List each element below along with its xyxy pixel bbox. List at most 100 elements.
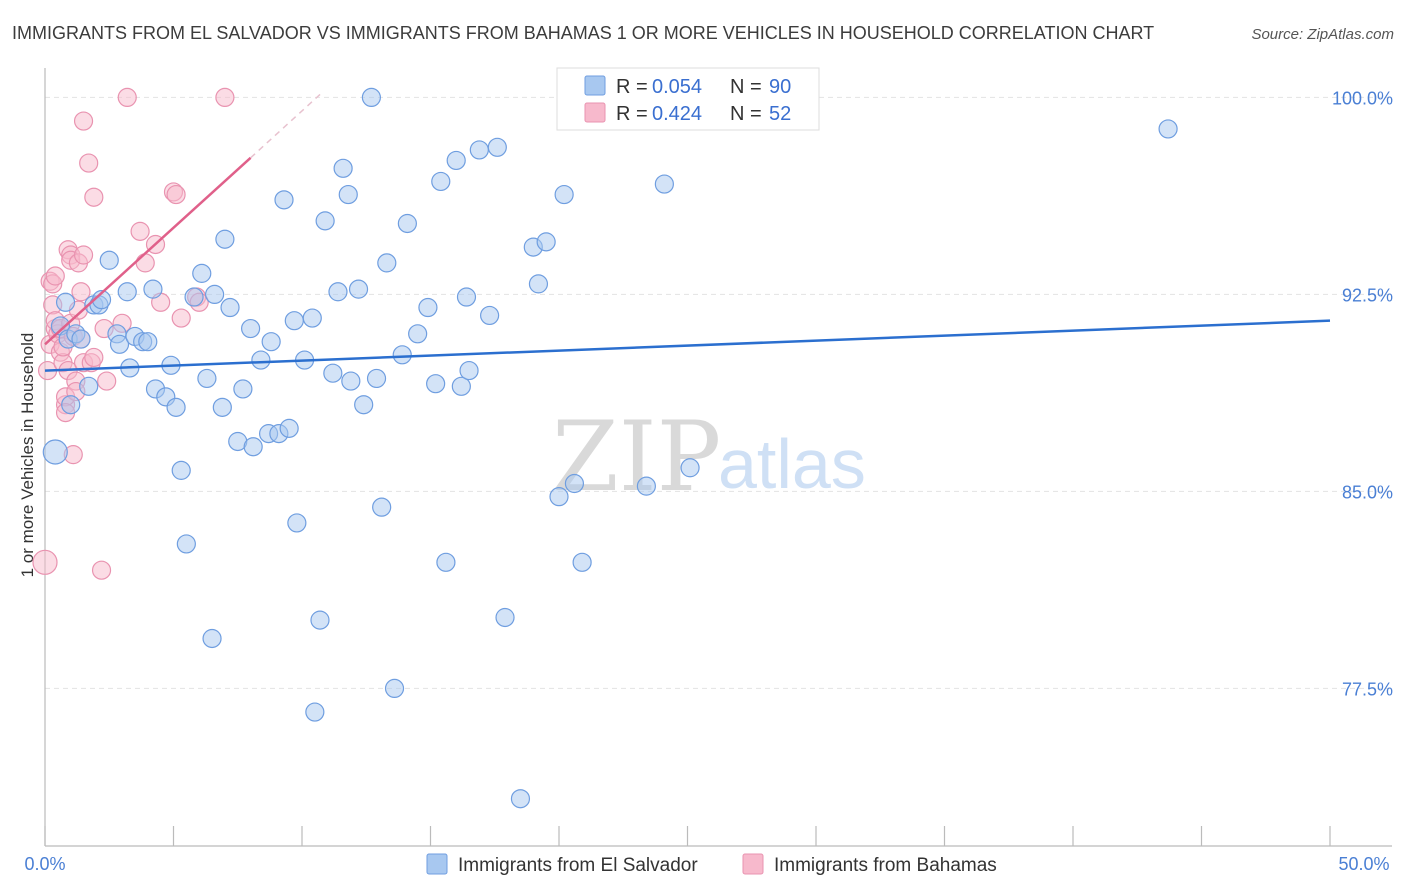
bahamas-point-36 — [84, 187, 104, 207]
el-salvador-point-73 — [459, 360, 479, 381]
el-salvador-point-27 — [192, 263, 212, 283]
el-salvador-point-11 — [99, 250, 119, 270]
el-salvador-point-51 — [323, 363, 343, 383]
chart-title: IMMIGRANTS FROM EL SALVADOR VS IMMIGRANT… — [12, 23, 1154, 43]
el-salvador-point-35 — [233, 379, 253, 399]
el-salvador-point-42 — [274, 190, 294, 210]
el-salvador-point-60 — [372, 497, 392, 517]
axes — [44, 68, 1392, 847]
bahamas-point-48 — [171, 308, 191, 328]
legend-r-label-1: R = — [616, 76, 648, 98]
trend-line-bahamas — [44, 156, 252, 346]
el-salvador-point-40 — [261, 332, 281, 352]
el-salvador-point-59 — [366, 368, 387, 389]
bahamas-point-39 — [97, 371, 117, 391]
legend-r-value-1: 0.054 — [652, 76, 702, 98]
legend-r-value-2: 0.424 — [652, 103, 702, 125]
el-salvador-point-88 — [680, 458, 700, 478]
legend-n-value-1: 90 — [769, 76, 791, 98]
bottom-legend-swatch-el-salvador — [426, 853, 448, 875]
el-salvador-point-61 — [377, 253, 397, 273]
el-salvador-point-0 — [42, 439, 68, 465]
top-legend: R = 0.054 N = 90 R = 0.424 N = 52 — [556, 67, 820, 131]
el-salvador-point-72 — [456, 287, 477, 307]
bottom-legend-label-el-salvador: Immigrants from El Salvador — [458, 855, 698, 876]
el-salvador-point-64 — [397, 213, 417, 234]
el-salvador-point-71 — [451, 376, 471, 396]
el-salvador-point-32 — [215, 229, 235, 249]
el-salvador-point-2 — [55, 292, 76, 312]
el-salvador-point-30 — [205, 284, 225, 304]
el-salvador-point-31 — [212, 397, 232, 417]
bahamas-point-43 — [135, 253, 155, 273]
el-salvador-point-26 — [184, 287, 204, 307]
bahamas-point-37 — [91, 560, 112, 580]
bahamas-point-30 — [73, 111, 94, 131]
el-salvador-point-56 — [348, 279, 369, 299]
y-tick-label-0: 77.5% — [1342, 679, 1393, 699]
bahamas-point-35 — [84, 347, 104, 368]
x-tick-labels: 0.0% 50.0% — [24, 854, 1389, 874]
x-tick-label-0: 0.0% — [24, 854, 65, 874]
el-salvador-point-38 — [251, 350, 271, 370]
el-salvador-point-66 — [418, 297, 438, 318]
el-salvador-point-45 — [287, 513, 307, 533]
el-salvador-point-43 — [279, 418, 299, 438]
el-salvador-point-23 — [166, 397, 186, 417]
bottom-legend: Immigrants from El Salvador Immigrants f… — [426, 853, 997, 876]
el-salvador-point-87 — [654, 174, 674, 194]
el-salvador-point-19 — [143, 279, 163, 299]
el-salvador-point-78 — [510, 789, 531, 809]
el-salvador-point-13 — [109, 334, 130, 354]
legend-swatch-el-salvador — [584, 75, 606, 96]
el-salvador-point-44 — [284, 311, 304, 331]
legend-n-label-2: N = — [730, 103, 762, 125]
el-salvador-point-55 — [341, 371, 361, 391]
trend-lines — [44, 91, 1331, 372]
el-salvador-point-29 — [202, 628, 222, 649]
el-salvador-point-76 — [487, 137, 507, 157]
bahamas-point-33 — [79, 153, 99, 173]
y-axis-label: 1 or more Vehicles in Household — [18, 333, 37, 578]
el-salvador-point-37 — [243, 437, 263, 457]
bottom-legend-label-bahamas: Immigrants from Bahamas — [774, 855, 997, 876]
legend-n-value-2: 52 — [769, 103, 791, 125]
el-salvador-point-48 — [305, 702, 325, 722]
el-salvador-point-69 — [436, 552, 456, 572]
el-salvador-point-67 — [426, 374, 446, 394]
el-salvador-point-7 — [79, 376, 99, 396]
el-salvador-point-24 — [171, 460, 191, 480]
bottom-legend-swatch-bahamas — [742, 853, 764, 875]
watermark-atlas-text: atlas — [718, 425, 866, 503]
watermark: ZIP atlas — [552, 401, 866, 513]
legend-n-label-1: N = — [730, 76, 762, 98]
y-tick-labels: 77.5% 85.0% 92.5% 100.0% — [1332, 88, 1393, 699]
el-salvador-point-18 — [138, 332, 158, 352]
legend-swatch-bahamas — [584, 102, 606, 123]
bahamas-point-51 — [215, 87, 235, 108]
el-salvador-point-33 — [220, 297, 240, 318]
series-el-salvador-points — [42, 87, 1178, 809]
el-salvador-point-54 — [338, 184, 358, 205]
el-salvador-point-70 — [446, 150, 466, 171]
el-salvador-point-77 — [495, 607, 515, 628]
el-salvador-point-81 — [536, 232, 556, 252]
el-salvador-point-6 — [71, 329, 91, 349]
el-salvador-point-80 — [528, 274, 549, 294]
el-salvador-point-36 — [241, 318, 261, 339]
bahamas-point-0 — [32, 549, 58, 575]
el-salvador-point-57 — [354, 395, 374, 415]
el-salvador-point-68 — [431, 171, 451, 192]
legend-r-label-2: R = — [616, 103, 648, 125]
y-tick-label-3: 100.0% — [1332, 88, 1393, 108]
bahamas-point-8 — [45, 266, 65, 286]
el-salvador-point-62 — [384, 678, 405, 699]
el-salvador-point-49 — [310, 610, 330, 630]
el-salvador-point-28 — [197, 368, 217, 389]
el-salvador-point-63 — [392, 345, 412, 365]
chart-source: Source: ZipAtlas.com — [1251, 26, 1394, 43]
el-salvador-point-50 — [315, 211, 335, 231]
y-tick-label-1: 85.0% — [1342, 482, 1393, 502]
el-salvador-point-74 — [469, 140, 489, 160]
